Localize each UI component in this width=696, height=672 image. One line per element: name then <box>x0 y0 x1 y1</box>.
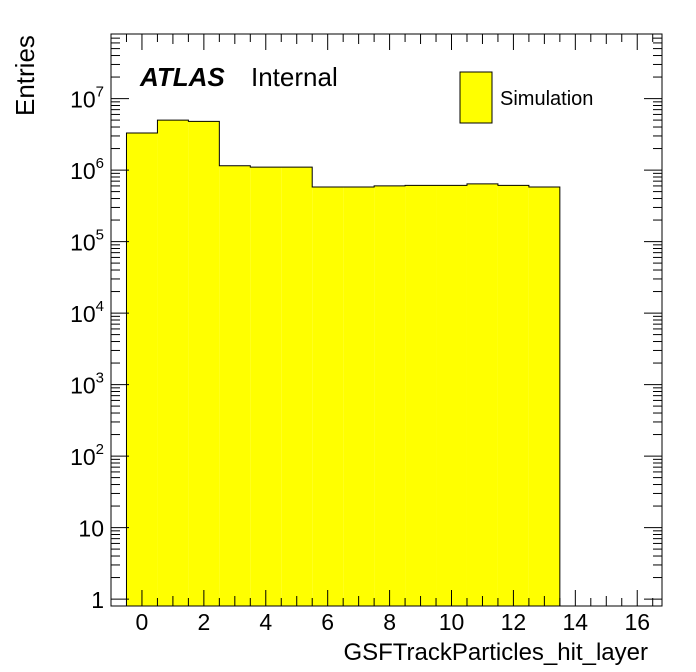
histogram-bar <box>497 185 529 606</box>
y-tick-label: 105 <box>70 227 104 256</box>
y-tick-label: 106 <box>70 155 104 184</box>
y-tick-label: 104 <box>70 298 104 327</box>
x-tick-label: 8 <box>383 609 396 635</box>
x-tick-label: 6 <box>321 609 334 635</box>
y-tick-label: 107 <box>70 84 104 113</box>
histogram-bar <box>188 121 220 606</box>
histogram-bar <box>157 120 189 607</box>
x-tick-label: 16 <box>624 609 650 635</box>
x-tick-label: 2 <box>197 609 210 635</box>
x-tick-label: 14 <box>563 609 589 635</box>
histogram-bar <box>528 186 560 606</box>
histogram-bar <box>436 185 467 606</box>
histogram-bar <box>126 132 158 606</box>
y-tick-labels: 1 10 102 103 104 105 106 107 <box>70 84 104 613</box>
atlas-status-text: Internal <box>251 62 338 92</box>
histogram-bar <box>343 186 375 606</box>
histogram-outline <box>125 119 561 606</box>
x-tick-label: 0 <box>136 609 149 635</box>
x-tick-label: 10 <box>439 609 465 635</box>
y-axis-label: Entries <box>10 35 40 116</box>
x-axis-label: GSFTrackParticles_hit_layer <box>343 639 648 666</box>
atlas-bold-text: ATLAS <box>139 62 225 92</box>
y-tick-label: 1 <box>91 587 104 613</box>
histogram-bar <box>312 186 344 606</box>
histogram-bar <box>219 165 251 607</box>
x-tick-label: 12 <box>501 609 527 635</box>
y-tick-label: 102 <box>70 441 104 470</box>
histogram-bar <box>250 167 282 606</box>
histogram-bar <box>466 183 498 606</box>
histogram-bar <box>405 185 437 606</box>
legend-swatch <box>459 71 493 124</box>
legend: Simulation <box>459 71 593 124</box>
atlas-label: ATLAS Internal <box>139 62 338 92</box>
y-tick-label: 10 <box>78 516 104 542</box>
y-tick-label: 103 <box>70 370 104 399</box>
x-tick-label: 4 <box>259 609 272 635</box>
legend-entry-simulation: Simulation <box>500 88 593 110</box>
histogram-bar <box>374 185 406 607</box>
x-tick-labels: 0 2 4 6 8 10 12 14 16 <box>136 609 650 635</box>
histogram-bar <box>281 167 313 606</box>
plot-frame <box>110 33 663 607</box>
axis-ticks <box>110 33 662 606</box>
histogram-bars <box>125 119 561 607</box>
